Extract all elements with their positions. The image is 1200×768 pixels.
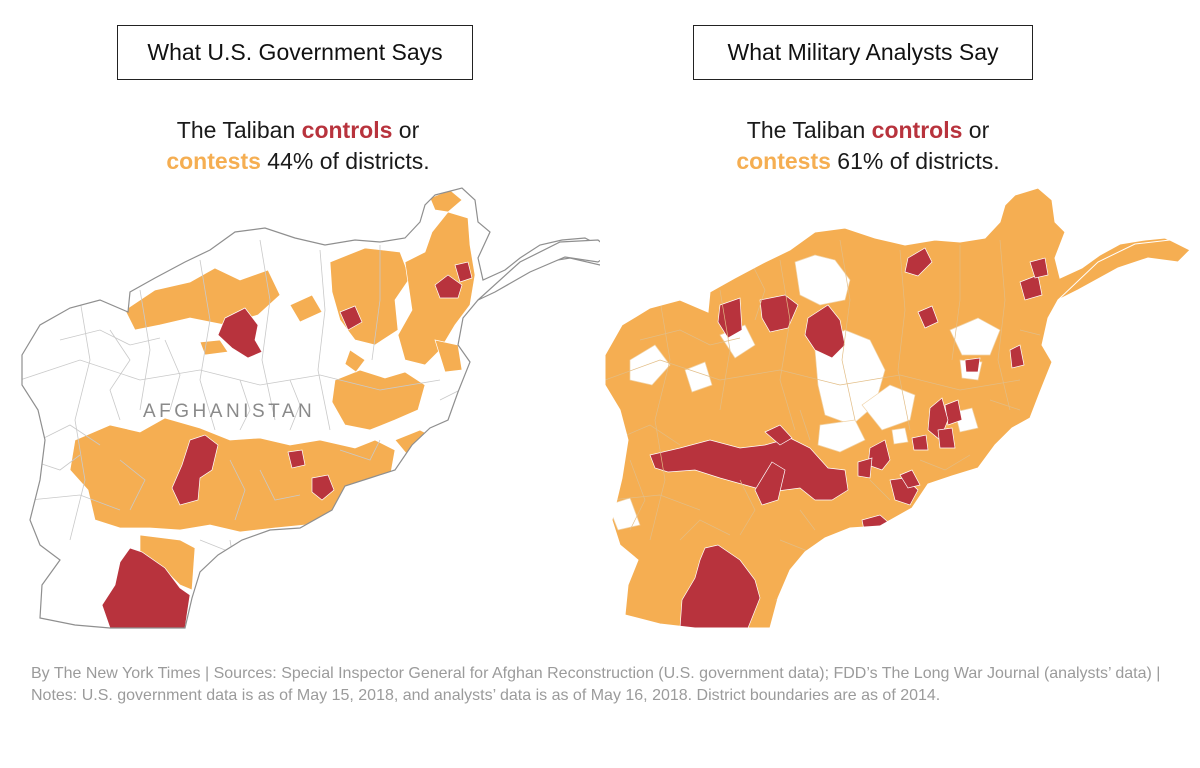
source-credit-footer: By The New York Times | Sources: Special… [31,665,1161,704]
subhead-text: 44% of districts. [260,148,430,174]
country-label: AFGHANISTAN [143,401,315,422]
controls-keyword: controls [871,117,963,143]
panel-subhead: The Taliban controls or contests 61% of … [600,115,1136,177]
subhead-text: or [392,117,420,143]
subhead-text: or [962,117,990,143]
district-borders-right [605,239,1041,601]
afghanistan-map-us-government: AFGHANISTAN [21,187,600,629]
controls-keyword: controls [301,117,393,143]
controlled-districts-left [101,261,473,628]
contests-keyword: contests [736,148,831,174]
afghanistan-map-military-analysts [604,187,1191,629]
subhead-text: The Taliban [746,117,872,143]
panel-us-government: AFGHANISTAN What U.S. Government Says Th… [0,0,600,650]
panel-title: What U.S. Government Says [117,25,473,80]
subhead-text: 61% of districts. [830,148,1000,174]
contests-keyword: contests [166,148,261,174]
wakhan-corridor-right [1057,239,1191,301]
panel-title: What Military Analysts Say [693,25,1033,80]
panel-subhead: The Taliban controls or contests 44% of … [0,115,596,177]
wakhan-corridor-left [477,239,600,301]
subhead-text: The Taliban [176,117,302,143]
controlled-districts-right [649,247,1049,628]
panel-military-analysts: What Military Analysts Say The Taliban c… [600,0,1200,650]
